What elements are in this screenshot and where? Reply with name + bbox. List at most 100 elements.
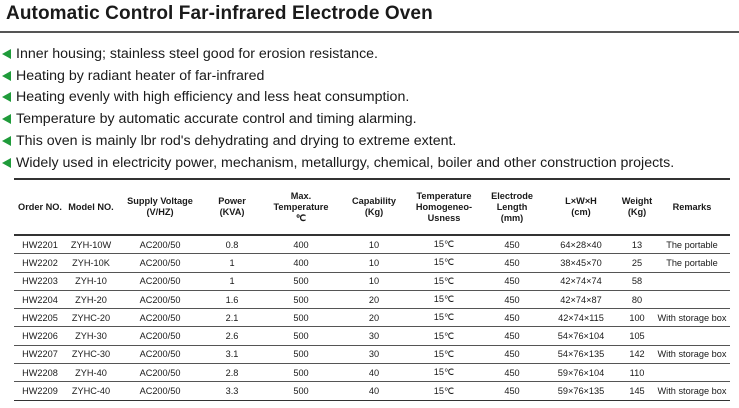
column-header-line: ℃ <box>295 212 307 223</box>
table-cell: 0.8 <box>204 235 260 255</box>
table-cell: ZYH-10K <box>66 253 116 273</box>
table-cell: 15℃ <box>406 235 482 255</box>
table-cell: ZYHC-30 <box>66 345 116 365</box>
feature-item: Heating evenly with high efficiency and … <box>0 87 674 109</box>
table-cell: 1 <box>204 272 260 291</box>
table-cell: 38×45×70 <box>542 253 620 273</box>
table-cell: 80 <box>620 290 654 310</box>
table-cell: 30 <box>342 326 406 346</box>
table-cell: 1 <box>204 253 260 273</box>
table-cell: 110 <box>620 363 654 383</box>
table-cell: 54×76×135 <box>542 345 620 365</box>
table-cell: 15℃ <box>406 272 482 291</box>
table-cell: 64×28×40 <box>542 235 620 255</box>
table-cell: 30 <box>342 345 406 365</box>
table-cell: ZYHC-20 <box>66 308 116 328</box>
table-cell: 10 <box>342 272 406 291</box>
table-cell: ZYH-40 <box>66 363 116 383</box>
table-cell: ZYHC-40 <box>66 381 116 401</box>
table-cell: 2.6 <box>204 326 260 346</box>
table-cell: 142 <box>620 345 654 365</box>
table-cell: 10 <box>342 253 406 273</box>
feature-item: Temperature by automatic accurate contro… <box>0 108 674 130</box>
table-cell: AC200/50 <box>116 345 204 365</box>
header-row: Order NO. Model NO. Supply Voltage (V/HZ) Po… <box>14 178 730 236</box>
table-cell: HW2205 <box>14 308 66 328</box>
column-header: Supply Voltage (V/HZ) <box>116 178 204 236</box>
table-cell: With storage box <box>654 381 730 401</box>
table-cell: 450 <box>482 308 542 328</box>
table-cell: AC200/50 <box>116 253 204 273</box>
table-cell: 15℃ <box>406 345 482 365</box>
table-cell: 42×74×115 <box>542 308 620 328</box>
table-cell: 3.1 <box>204 345 260 365</box>
column-header-line: Length <box>496 201 528 212</box>
table-cell: 500 <box>260 272 342 291</box>
table-cell: 15℃ <box>406 381 482 401</box>
table-cell: With storage box <box>654 308 730 328</box>
feature-item: Widely used in electricity power, mechan… <box>0 152 674 174</box>
column-header: Weight (Kg) <box>620 178 654 236</box>
column-header-line: Weight <box>621 196 653 206</box>
table-cell: AC200/50 <box>116 326 204 346</box>
table-cell: 15℃ <box>406 253 482 273</box>
table-row: HW2209 ZYHC-40 AC200/50 3.3 500 40 15℃ 450 59×76… <box>14 381 730 401</box>
column-header-line: Capability <box>352 196 396 206</box>
table-cell: 500 <box>260 345 342 365</box>
table-cell: 3.3 <box>204 381 260 401</box>
table-cell: HW2202 <box>14 253 66 273</box>
page-title: Automatic Control Far-infrared Electrode… <box>6 3 433 24</box>
table-row: HW2201 ZYH-10W AC200/50 0.8 400 10 15℃ 450 64×28… <box>14 235 730 255</box>
table-cell: The portable <box>654 253 730 273</box>
table-cell: 100 <box>620 308 654 328</box>
table-cell: 450 <box>482 253 542 273</box>
column-header-line: Model NO. <box>68 201 114 212</box>
table-header: Order NO. Model NO. Supply Voltage (V/HZ) Po… <box>14 178 730 236</box>
feature-text: Heating by radiant heater of far-infrare… <box>16 67 265 84</box>
feature-text: Temperature by automatic accurate contro… <box>16 111 417 128</box>
table-cell: 450 <box>482 345 542 365</box>
table-cell: 54×76×104 <box>542 326 620 346</box>
table-cell: ZYH-30 <box>66 326 116 346</box>
table-row: HW2205 ZYHC-20 AC200/50 2.1 500 20 15℃ 450 42×74… <box>14 308 730 328</box>
feature-text: Heating evenly with high efficiency and … <box>16 89 410 106</box>
feature-text: This oven is mainly lbr rod's dehydratin… <box>16 133 457 150</box>
table-cell: 10 <box>342 235 406 255</box>
spec-table: Order NO. Model NO. Supply Voltage (V/HZ) Po… <box>14 178 730 401</box>
table-cell: 500 <box>260 326 342 346</box>
column-header-line: (cm) <box>571 207 591 217</box>
table-row: HW2207 ZYHC-30 AC200/50 3.1 500 30 15℃ 450 54×76… <box>14 345 730 365</box>
column-header: L×W×H (cm) <box>542 178 620 236</box>
table-cell: 20 <box>342 308 406 328</box>
column-header-line: Max. <box>290 190 312 201</box>
feature-item: Inner housing; stainless steel good for … <box>0 43 674 65</box>
table-cell: 450 <box>482 381 542 401</box>
table-cell: 2.1 <box>204 308 260 328</box>
column-header-line: Power <box>218 196 246 206</box>
column-header-line: (Kg) <box>627 207 647 217</box>
table-row: HW2208 ZYH-40 AC200/50 2.8 500 40 15℃ 450 59×76×… <box>14 363 730 383</box>
table-cell: 15℃ <box>406 326 482 346</box>
table-cell: HW2209 <box>14 381 66 401</box>
table-cell: The portable <box>654 235 730 255</box>
table-cell: 42×74×87 <box>542 290 620 310</box>
table-cell: AC200/50 <box>116 363 204 383</box>
triangle-bullet-icon <box>2 136 11 147</box>
column-header-line: (mm) <box>500 212 524 223</box>
table-row: HW2206 ZYH-30 AC200/50 2.6 500 30 15℃ 450 54×76×… <box>14 326 730 346</box>
table-cell: 450 <box>482 363 542 383</box>
column-header-line: Supply Voltage <box>127 196 193 206</box>
column-header-line: Homogeneo- <box>415 201 473 212</box>
column-header: Temperature Homogeneo- Usness <box>406 178 482 236</box>
table-cell: 59×76×135 <box>542 381 620 401</box>
table-cell: 15℃ <box>406 290 482 310</box>
table-cell: With storage box <box>654 345 730 365</box>
table-cell: 400 <box>260 253 342 273</box>
feature-text: Widely used in electricity power, mechan… <box>16 154 675 171</box>
table-row: HW2203 ZYH-10 AC200/50 1 500 10 15℃ 450 42×74×74… <box>14 272 730 291</box>
table-cell: ZYH-10W <box>66 235 116 255</box>
table-cell <box>654 326 730 346</box>
table-cell: 500 <box>260 381 342 401</box>
title-divider <box>0 31 739 33</box>
table-cell: AC200/50 <box>116 235 204 255</box>
